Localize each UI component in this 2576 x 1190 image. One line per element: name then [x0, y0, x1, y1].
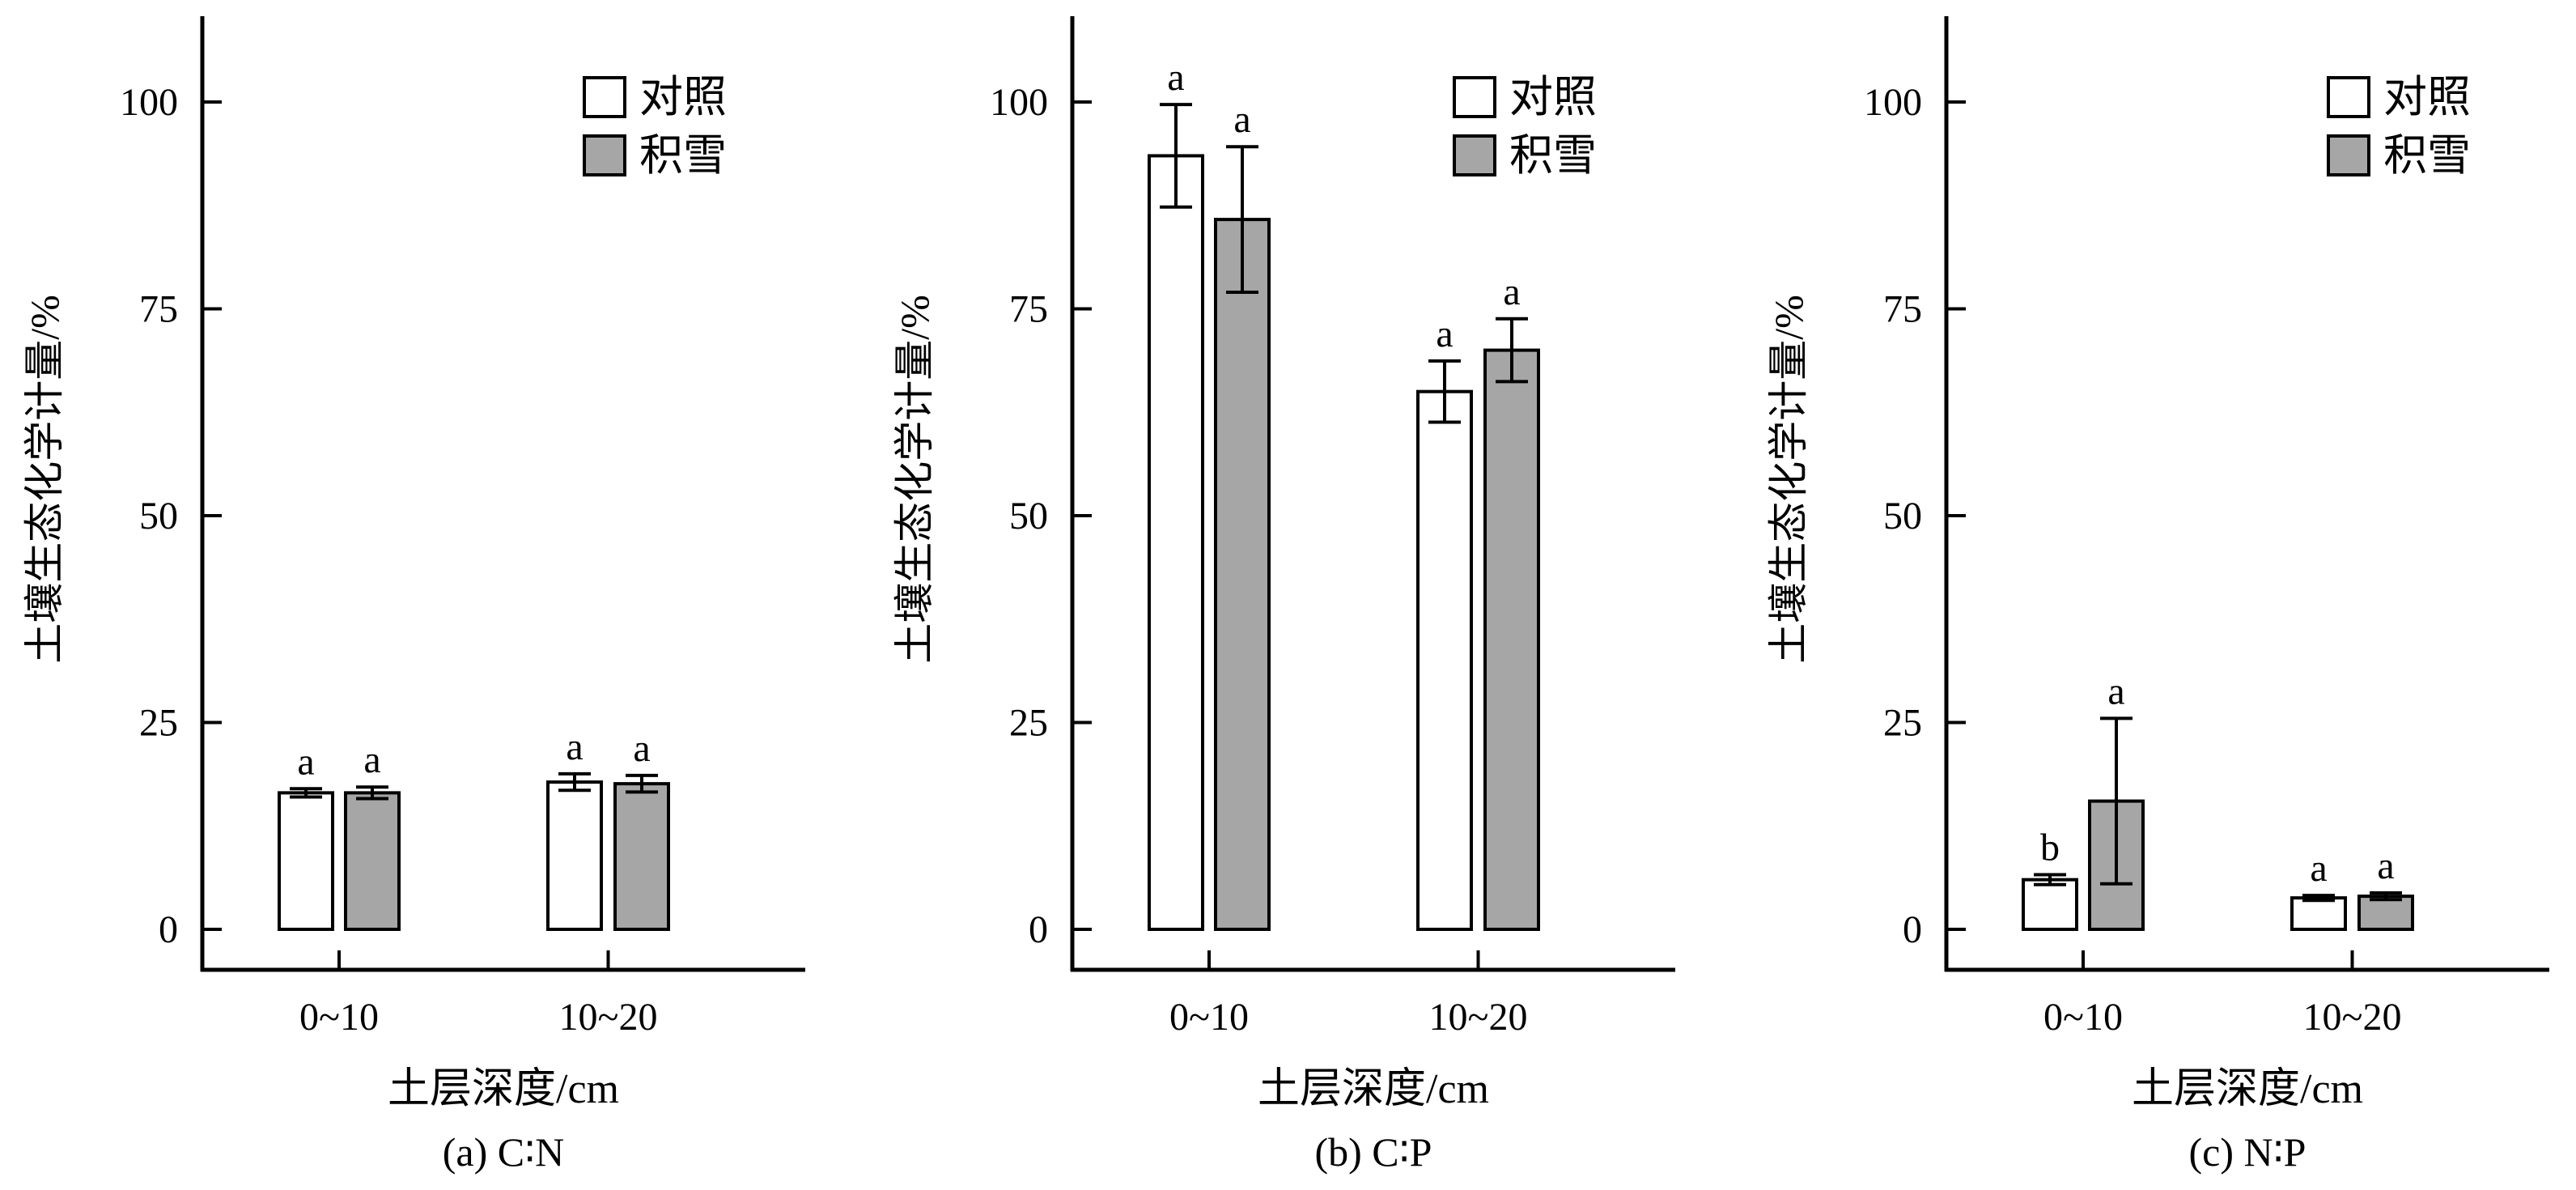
x-axis-label: 土层深度/cm — [388, 1066, 619, 1112]
y-tick-label: 75 — [1009, 288, 1048, 331]
legend-swatch — [2327, 76, 2370, 118]
legend-label: 对照 — [2383, 73, 2471, 121]
chart-panel-1: 0 25 50 75 100 土壤生态化学计量/% 0~10 a a 10~20 a a 土层深度/cm… — [22, 16, 805, 1175]
legend-swatch — [1453, 76, 1496, 118]
y-tick-label: 75 — [1883, 288, 1922, 331]
significance-letter: a — [2107, 669, 2124, 712]
y-axis-label: 土壤生态化学计量/% — [22, 295, 67, 664]
legend-label: 对照 — [639, 73, 727, 121]
x-tick-label: 10~20 — [559, 996, 658, 1039]
x-tick-label: 10~20 — [2303, 996, 2402, 1039]
significance-letter: a — [2377, 844, 2394, 887]
bar — [278, 791, 334, 931]
panel-caption: (c) N∶P — [2189, 1129, 2307, 1175]
x-tick-label: 10~20 — [1429, 996, 1528, 1039]
y-axis-label: 土壤生态化学计量/% — [892, 295, 937, 664]
significance-letter: b — [2040, 827, 2060, 869]
y-tick-label: 0 — [1029, 908, 1048, 951]
y-tick-label: 50 — [1883, 495, 1922, 538]
significance-letter: a — [1167, 56, 1184, 99]
legend-label: 积雪 — [2383, 131, 2471, 180]
chart-panel-2: 0 25 50 75 100 土壤生态化学计量/% 0~10 a a 10~20 a a 土层深度/cm… — [892, 16, 1675, 1175]
significance-letter: a — [566, 725, 583, 768]
bar — [2357, 895, 2414, 931]
legend-label: 对照 — [1509, 73, 1597, 121]
y-tick-label: 0 — [1903, 908, 1922, 951]
significance-letter: a — [1233, 98, 1250, 141]
y-axis-label: 土壤生态化学计量/% — [1766, 295, 1811, 664]
x-axis-label: 土层深度/cm — [2132, 1066, 2363, 1112]
legend-swatch — [583, 134, 626, 176]
panel-caption: (b) C∶P — [1315, 1129, 1432, 1175]
legend-swatch — [2327, 134, 2370, 176]
y-tick-label: 25 — [1009, 702, 1048, 745]
y-tick-label: 50 — [1009, 495, 1048, 538]
significance-letter: a — [1436, 312, 1453, 355]
significance-letter: a — [1503, 270, 1520, 313]
bar — [1148, 154, 1204, 931]
panel-caption: (a) C∶N — [443, 1129, 564, 1175]
legend-swatch — [583, 76, 626, 118]
x-tick-label: 0~10 — [2043, 996, 2123, 1039]
y-tick-label: 100 — [1864, 81, 1922, 124]
significance-letter: a — [633, 727, 650, 770]
y-tick-label: 100 — [120, 81, 178, 124]
y-tick-label: 25 — [1883, 702, 1922, 745]
bar — [1416, 389, 1473, 931]
x-tick-label: 0~10 — [1169, 996, 1249, 1039]
chart-panel-3: 0 25 50 75 100 土壤生态化学计量/% 0~10 b a 10~20 a a 土层深度/cm… — [1766, 16, 2549, 1175]
bar — [613, 782, 670, 931]
bar — [2290, 896, 2347, 931]
bar — [1483, 348, 1540, 932]
bar — [344, 791, 401, 931]
y-tick-label: 75 — [139, 288, 178, 331]
bar — [546, 780, 603, 931]
legend-label: 积雪 — [1509, 131, 1597, 180]
y-tick-label: 0 — [159, 908, 178, 951]
significance-letter: a — [2310, 847, 2327, 890]
bar — [2022, 878, 2078, 932]
significance-letter: a — [363, 738, 380, 781]
legend-label: 积雪 — [639, 131, 727, 180]
y-tick-label: 100 — [990, 81, 1048, 124]
x-tick-label: 0~10 — [299, 996, 379, 1039]
y-tick-label: 50 — [139, 495, 178, 538]
significance-letter: a — [297, 740, 314, 783]
bar — [1214, 218, 1271, 931]
y-tick-label: 25 — [139, 702, 178, 745]
legend-swatch — [1453, 134, 1496, 176]
x-axis-label: 土层深度/cm — [1258, 1066, 1489, 1112]
